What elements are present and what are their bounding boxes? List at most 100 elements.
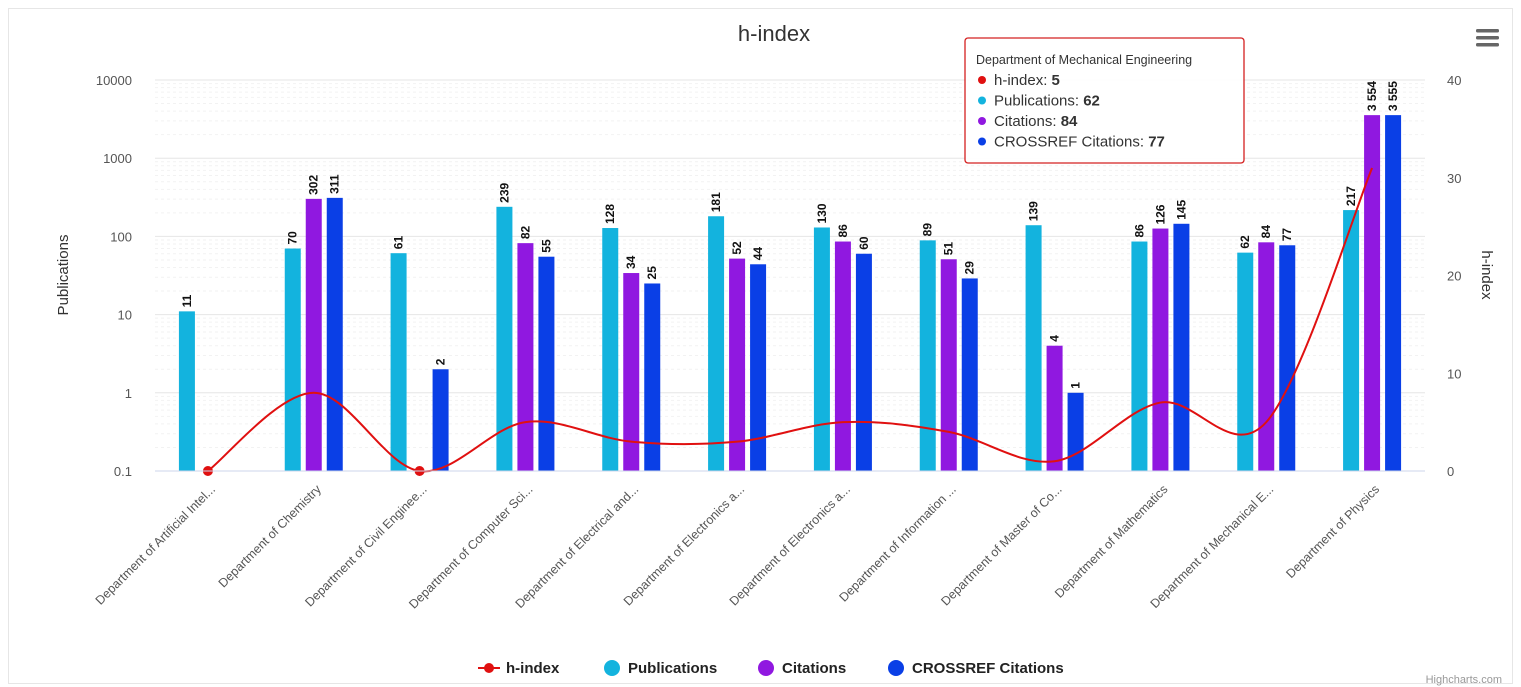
category-label: Department of Civil Enginee... [302, 482, 429, 609]
citations-data-label: 3 554 [1365, 81, 1379, 111]
category-label: Department of Physics [1283, 482, 1382, 581]
publications-bar[interactable] [1237, 252, 1254, 471]
publications-bar[interactable] [1131, 241, 1148, 471]
crossref-citations-bar[interactable] [644, 283, 661, 471]
crossref-citations-data-label: 44 [751, 247, 765, 261]
citations-bar[interactable] [517, 243, 534, 471]
legend-label: h-index [506, 660, 560, 677]
crossref-citations-data-label: 60 [857, 236, 871, 250]
legend: h-index Publications Citations CROSSREF Cit… [478, 660, 1064, 677]
tooltip-title: Department of Mechanical Engineering [976, 53, 1192, 67]
left-axis-tick-label: 10 [118, 308, 132, 323]
crossref-citations-bar[interactable] [855, 253, 872, 471]
column-series [178, 115, 1402, 472]
publications-bar[interactable] [178, 311, 195, 471]
left-axis-tick-label: 0.1 [114, 464, 132, 479]
citations-bar[interactable] [1046, 345, 1063, 471]
legend-label: Citations [782, 660, 846, 677]
category-label: Department of Computer Sci... [406, 482, 535, 611]
legend-item-crossref-citations[interactable]: CROSSREF Citations [888, 660, 1064, 677]
publications-data-label: 139 [1027, 201, 1041, 221]
crossref-citations-bar[interactable] [1067, 392, 1084, 471]
tooltip-bullet-icon [978, 76, 986, 84]
legend-circle-symbol [888, 660, 904, 676]
crossref-citations-bar[interactable] [750, 264, 767, 471]
crossref-citations-bar[interactable] [538, 256, 555, 471]
h-index-line[interactable] [207, 167, 1374, 473]
tooltip-item: Publications: 62 [978, 93, 1100, 110]
legend-circle-symbol [758, 660, 774, 676]
citations-data-label: 302 [307, 175, 321, 195]
legend-label: CROSSREF Citations [912, 660, 1064, 677]
crossref-citations-data-label: 77 [1280, 228, 1294, 242]
left-axis-tick-label: 100 [110, 229, 132, 244]
tooltip-item-text: h-index: 5 [994, 72, 1060, 89]
publications-bar[interactable] [813, 227, 830, 471]
citations-data-label: 126 [1153, 204, 1167, 224]
tooltip-item: Citations: 84 [978, 113, 1078, 130]
publications-bar[interactable] [284, 248, 301, 471]
publications-data-label: 217 [1344, 186, 1358, 206]
right-axis-ticks: 40 30 20 10 0 [1447, 73, 1461, 479]
tooltip-item: CROSSREF Citations: 77 [978, 134, 1165, 151]
tooltip-item-text: CROSSREF Citations: 77 [994, 134, 1165, 151]
citations-data-label: 82 [518, 225, 532, 239]
crossref-citations-data-label: 311 [328, 174, 342, 194]
citations-bar[interactable] [305, 198, 322, 471]
tooltip: Department of Mechanical Engineering h-i… [964, 37, 1245, 164]
right-axis-tick-label: 40 [1447, 73, 1461, 88]
crossref-citations-data-label: 25 [645, 266, 659, 280]
crossref-citations-bar[interactable] [432, 369, 449, 471]
publications-bar[interactable] [708, 216, 725, 471]
right-axis-tick-label: 10 [1447, 366, 1461, 381]
publications-data-label: 239 [497, 182, 511, 202]
crossref-citations-bar[interactable] [961, 278, 978, 471]
category-label: Department of Information ... [836, 482, 958, 604]
publications-bar[interactable] [1343, 210, 1360, 471]
citations-bar[interactable] [940, 259, 957, 471]
publications-bar[interactable] [496, 206, 513, 472]
category-label: Department of Mathematics [1052, 482, 1170, 600]
left-axis-tick-label: 1000 [103, 151, 132, 166]
publications-data-label: 61 [392, 236, 406, 250]
citations-bar[interactable] [1364, 115, 1381, 471]
tooltip-item: h-index: 5 [978, 72, 1060, 89]
legend-item-publications[interactable]: Publications [604, 660, 717, 677]
crossref-citations-bar[interactable] [1385, 115, 1402, 472]
citations-bar[interactable] [1152, 228, 1169, 471]
tooltip-item-text: Citations: 84 [994, 113, 1078, 130]
category-label: Department of Electronics a... [727, 482, 853, 608]
citations-bar[interactable] [729, 258, 746, 471]
citations-data-label: 84 [1259, 225, 1273, 239]
data-labels: 11 70 61 239 128 181 130 89 139 86 62 217 302 82 34 52 8… [180, 81, 1400, 389]
legend-item-h-index[interactable]: h-index [478, 660, 560, 677]
crossref-citations-data-label: 145 [1174, 199, 1188, 219]
publications-data-label: 86 [1132, 224, 1146, 238]
category-label: Department of Master of Co... [938, 482, 1064, 608]
publications-bar[interactable] [1025, 225, 1042, 471]
legend-label: Publications [628, 660, 717, 677]
publications-data-label: 130 [815, 203, 829, 223]
publications-data-label: 181 [709, 192, 723, 212]
tooltip-bullet-icon [978, 96, 986, 105]
category-labels: Department of Artificial Intel...Departm… [93, 482, 1383, 612]
category-label: Department of Mechanical E... [1148, 482, 1277, 611]
crossref-citations-bar[interactable] [1279, 245, 1296, 471]
publications-bar[interactable] [390, 253, 407, 471]
publications-bar[interactable] [919, 240, 936, 471]
right-axis-tick-label: 0 [1447, 464, 1454, 479]
citations-bar[interactable] [1258, 242, 1275, 471]
citations-bar[interactable] [623, 273, 640, 471]
citations-bar[interactable] [834, 241, 851, 471]
legend-point-symbol [484, 663, 494, 673]
crossref-citations-bar[interactable] [1173, 223, 1190, 471]
left-axis-tick-label: 1 [125, 386, 132, 401]
context-menu-button[interactable] [1472, 24, 1502, 52]
category-label: Department of Chemistry [216, 482, 325, 591]
citations-data-label: 34 [624, 255, 638, 269]
crossref-citations-data-label: 55 [539, 239, 553, 253]
legend-item-citations[interactable]: Citations [758, 660, 846, 677]
right-axis-title: h-index [1478, 250, 1495, 300]
crossref-citations-bar[interactable] [326, 197, 343, 471]
publications-bar[interactable] [602, 228, 619, 471]
